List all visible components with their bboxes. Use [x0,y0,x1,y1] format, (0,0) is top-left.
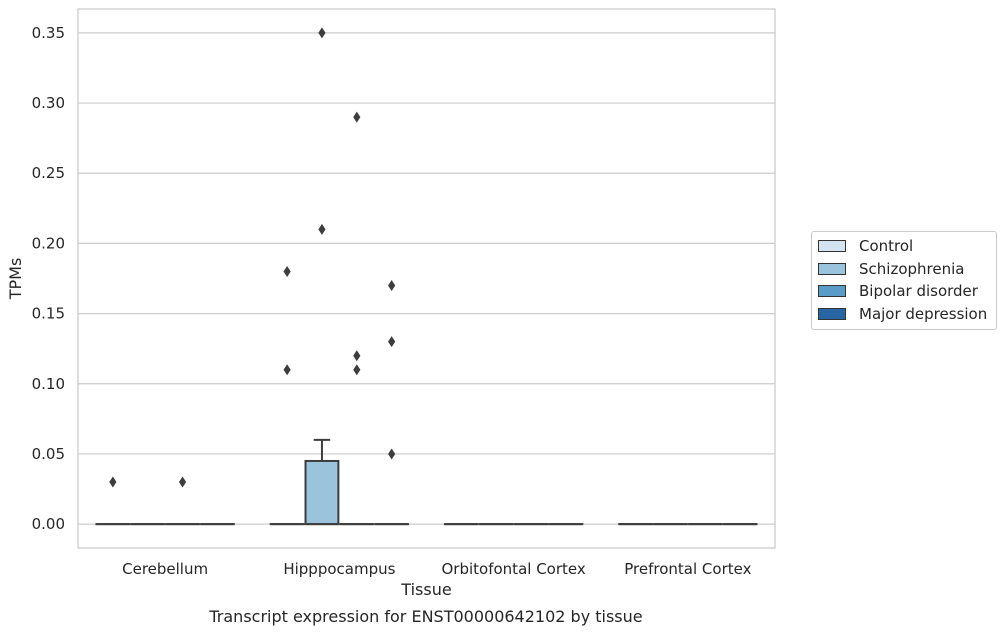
outlier-point [283,364,291,376]
x-axis-label: Tissue [400,580,451,599]
outlier-point [388,280,396,292]
plot-frame [77,8,776,549]
legend-swatch-control [818,240,846,253]
outlier-point [353,111,361,123]
outlier-point [388,448,396,460]
legend-swatch-schizophrenia [818,262,846,275]
outliers [109,27,396,488]
outlier-point [318,223,326,235]
outlier-point [318,27,326,39]
y-tick-label: 0.30 [32,94,65,112]
chart-caption: Transcript expression for ENST0000064210… [208,607,642,626]
legend-item: Major depression [812,303,996,326]
x-tick-label: Cerebellum [122,560,208,578]
y-tick-labels: 0.00 0.05 0.10 0.15 0.20 0.25 0.30 0.35 [32,24,65,533]
legend-swatch-bipolar-disorder [818,285,846,298]
outlier-point [353,350,361,362]
legend-label: Schizophrenia [859,259,965,278]
outlier-point [109,476,117,488]
legend-label: Major depression [859,304,988,323]
y-tick-label: 0.05 [32,445,65,463]
legend-item: Schizophrenia [812,258,996,281]
y-tick-label: 0.10 [32,375,65,393]
x-tick-label: Orbitofontal Cortex [442,560,586,578]
outlier-point [388,336,396,348]
legend-label: Control [859,237,914,256]
y-tick-label: 0.20 [32,234,65,252]
x-tick-label: Prefrontal Cortex [624,560,751,578]
y-tick-label: 0.15 [32,305,65,323]
legend-item: Control [812,235,996,258]
y-axis-label: TPMs [6,258,25,301]
y-tick-label: 0.35 [32,24,65,42]
outlier-point [353,364,361,376]
legend: Control Schizophrenia Bipolar disorder M… [811,231,997,330]
outlier-point [283,265,291,277]
outlier-point [178,476,187,488]
box [304,459,340,526]
gridlines [78,32,775,525]
x-tick-label: Hipppocampus [283,560,395,578]
legend-swatch-major-depression [818,307,846,320]
boxes [95,438,758,526]
legend-item: Bipolar disorder [812,280,996,303]
legend-label: Bipolar disorder [859,282,978,301]
y-tick-label: 0.25 [32,164,65,182]
y-tick-label: 0.00 [32,515,65,533]
x-tick-labels: Cerebellum Hipppocampus Orbitofontal Corte… [122,560,751,578]
